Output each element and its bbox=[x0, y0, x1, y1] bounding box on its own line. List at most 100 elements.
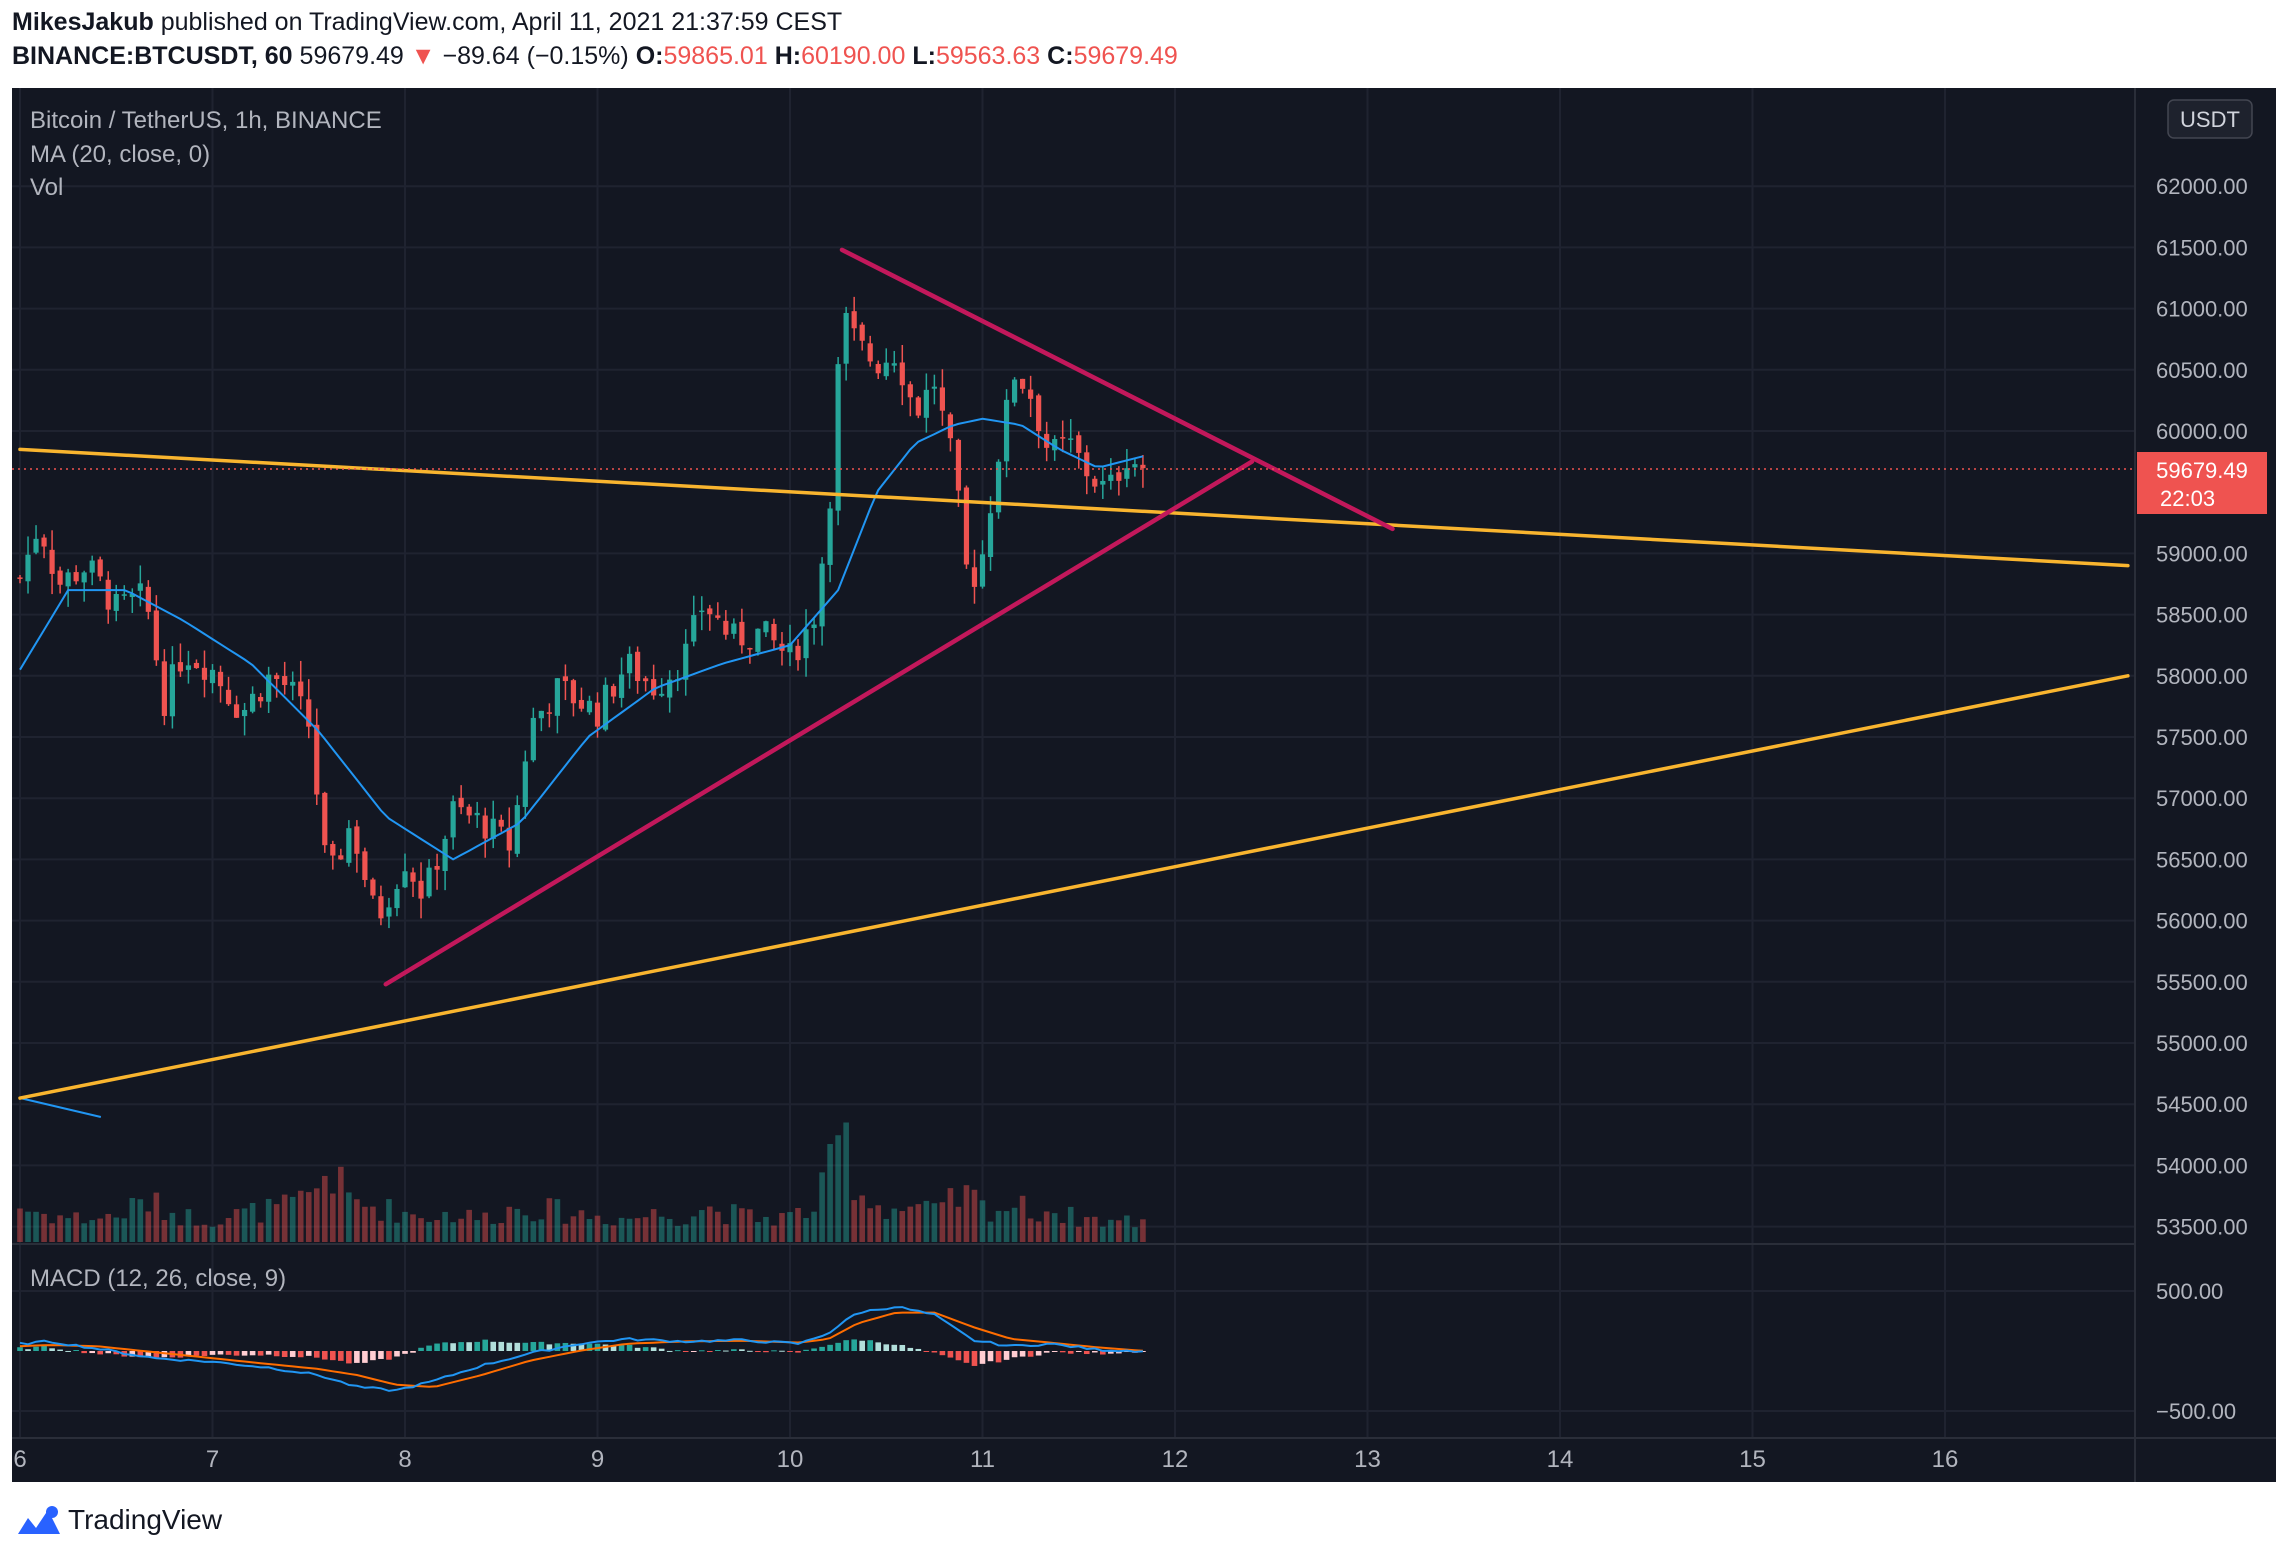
macd-histogram-bar bbox=[835, 1342, 841, 1351]
macd-histogram-bar bbox=[987, 1351, 994, 1362]
trendline-yellow-resistance[interactable] bbox=[18, 447, 2130, 568]
volume-bar bbox=[1027, 1218, 1034, 1242]
volume-bar bbox=[530, 1221, 537, 1242]
candle-body bbox=[314, 724, 320, 795]
volume-bar bbox=[1132, 1227, 1138, 1242]
macd-histogram-bar bbox=[931, 1351, 938, 1353]
symbol-label: BINANCE:BTCUSDT, 60 bbox=[12, 42, 293, 70]
macd-histogram-bar bbox=[1116, 1351, 1122, 1354]
candle-body bbox=[643, 678, 649, 682]
macd-histogram-bar bbox=[249, 1351, 256, 1356]
tradingview-brand[interactable]: TradingView bbox=[68, 1504, 223, 1535]
candle-body bbox=[931, 386, 937, 389]
macd-histogram-bar bbox=[289, 1351, 296, 1357]
trendlines[interactable] bbox=[18, 247, 2130, 1100]
trendline-triangle-upper[interactable] bbox=[839, 247, 1395, 532]
price-tick-label: 55500.00 bbox=[2156, 970, 2248, 995]
candle-body bbox=[33, 538, 39, 553]
ma-line-fragment bbox=[19, 1097, 102, 1118]
volume-bar bbox=[947, 1188, 954, 1242]
price-tick-label: 54500.00 bbox=[2156, 1092, 2248, 1117]
volume-bar bbox=[690, 1216, 697, 1242]
macd-histogram-bar bbox=[739, 1349, 745, 1351]
ma-20-line bbox=[19, 417, 1144, 1118]
price-tick-label: 53500.00 bbox=[2156, 1215, 2248, 1240]
countdown-value: 22:03 bbox=[2160, 486, 2215, 511]
candle-body bbox=[562, 676, 569, 682]
tradingview-logo-icon[interactable] bbox=[14, 1498, 64, 1548]
macd-histogram-bar bbox=[450, 1343, 456, 1351]
volume-bar bbox=[73, 1212, 79, 1242]
volume-bar bbox=[923, 1200, 930, 1242]
volume-bar bbox=[787, 1212, 793, 1242]
macd-histogram-bar bbox=[346, 1351, 352, 1364]
macd-histogram-bar bbox=[113, 1351, 120, 1355]
macd-histogram-bar bbox=[803, 1349, 809, 1351]
volume-bar bbox=[1140, 1219, 1146, 1242]
macd-histogram-bar bbox=[827, 1344, 833, 1351]
series-legend[interactable]: Bitcoin / TetherUS, 1h, BINANCE bbox=[30, 107, 382, 134]
volume-bar bbox=[1091, 1216, 1098, 1242]
macd-histogram-bar bbox=[233, 1351, 240, 1356]
volume-bar bbox=[33, 1211, 39, 1242]
macd-histogram-bar bbox=[362, 1351, 368, 1363]
candle-body bbox=[266, 674, 272, 702]
candle-body bbox=[434, 866, 440, 870]
macd-histogram-bar bbox=[1027, 1351, 1034, 1357]
candle-body bbox=[747, 648, 753, 650]
macd-histogram-bar bbox=[386, 1351, 392, 1360]
trendline-triangle-lower[interactable] bbox=[383, 459, 1255, 987]
macd-histogram-bar bbox=[370, 1351, 376, 1361]
macd-histogram-bar bbox=[634, 1347, 641, 1351]
volume-bar bbox=[1003, 1211, 1010, 1242]
candle-body bbox=[1076, 435, 1082, 453]
volume-bar bbox=[931, 1203, 938, 1242]
candle-body bbox=[586, 700, 593, 713]
price-tick-label: 56500.00 bbox=[2156, 847, 2248, 872]
candlesticks bbox=[17, 296, 1146, 929]
currency-button[interactable] bbox=[2167, 99, 2253, 139]
ma-legend[interactable]: MA (20, close, 0) bbox=[30, 141, 210, 168]
macd-histogram-bar bbox=[305, 1351, 312, 1356]
macd-histogram-bar bbox=[650, 1347, 657, 1351]
macd-histogram-bar bbox=[522, 1342, 529, 1351]
macd-histogram-bar bbox=[1140, 1351, 1146, 1352]
author-name[interactable]: MikesJakub bbox=[12, 8, 154, 36]
price-axis[interactable]: 62000.00 61500.00 61000.00 60500.00 60000.00… bbox=[2156, 174, 2248, 1239]
volume-bar bbox=[89, 1220, 95, 1242]
volume-bar bbox=[17, 1208, 23, 1242]
macd-histogram-bar bbox=[201, 1351, 208, 1357]
candle-body bbox=[506, 827, 512, 851]
macd-histogram-bar bbox=[426, 1345, 432, 1351]
candle-body bbox=[530, 717, 536, 761]
macd-histogram-bar bbox=[185, 1351, 192, 1356]
price-tick-label: 61500.00 bbox=[2156, 235, 2248, 260]
volume-bar bbox=[193, 1225, 200, 1242]
candle-body bbox=[346, 828, 352, 863]
volume-bar bbox=[723, 1224, 729, 1242]
macd-histogram-bar bbox=[418, 1347, 424, 1351]
candle-body bbox=[474, 812, 480, 816]
volume-bar bbox=[1043, 1211, 1050, 1242]
volume-bar bbox=[835, 1135, 841, 1242]
trendline-yellow-support[interactable] bbox=[18, 674, 2130, 1100]
vol-legend[interactable]: Vol bbox=[30, 174, 63, 201]
close-value: 59679.49 bbox=[1073, 42, 1178, 70]
macd-histogram-bar bbox=[394, 1351, 400, 1357]
time-axis[interactable]: 6 7 8 9 10 11 12 13 14 15 16 bbox=[13, 1446, 1958, 1473]
macd-axis: 500.00 −500.00 bbox=[2156, 1279, 2236, 1424]
macd-histogram-bar bbox=[514, 1342, 521, 1351]
price-chart[interactable]: 62000.00 61500.00 61000.00 60500.00 60000.00… bbox=[0, 0, 2290, 1484]
volume-bar bbox=[851, 1200, 857, 1242]
candle-body bbox=[233, 704, 240, 718]
volume-bar bbox=[867, 1208, 874, 1242]
macd-histogram-bar bbox=[41, 1346, 47, 1351]
volume-bar bbox=[1059, 1222, 1066, 1242]
volume-bar bbox=[883, 1218, 890, 1242]
macd-histogram-bar bbox=[1059, 1351, 1066, 1353]
macd-legend[interactable]: MACD (12, 26, close, 9) bbox=[30, 1265, 286, 1292]
candle-body bbox=[89, 560, 95, 573]
candle-body bbox=[185, 665, 192, 670]
chart-grid bbox=[12, 88, 2135, 1438]
volume-bar bbox=[642, 1217, 649, 1242]
